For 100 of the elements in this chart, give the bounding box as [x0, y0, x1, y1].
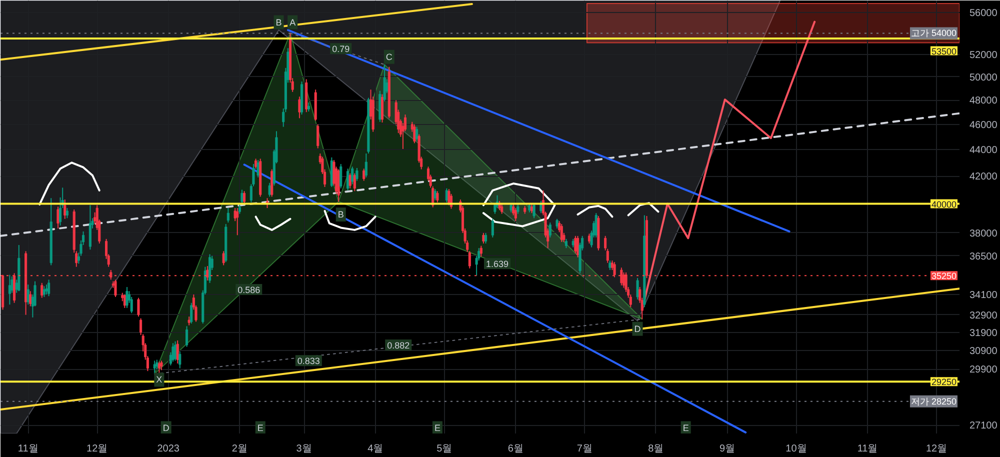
- candlestick: [110, 270, 112, 280]
- x-tick-label: 9월: [719, 444, 736, 454]
- candlestick: [66, 208, 68, 219]
- ref-line-label: 고가 54000: [910, 28, 957, 38]
- annotation: E: [257, 423, 264, 434]
- y-tick-label: 44000: [970, 145, 998, 156]
- annotation: 1.639: [486, 259, 509, 270]
- candlestick: [26, 284, 30, 306]
- candlestick: [160, 360, 163, 371]
- candlestick: [362, 168, 366, 182]
- candlestick: [185, 326, 188, 348]
- x-tick-label: 5월: [436, 444, 452, 454]
- candlestick: [480, 245, 482, 258]
- candlestick: [560, 224, 563, 242]
- y-tick-label: 56000: [970, 8, 998, 20]
- annotation: B: [338, 210, 344, 220]
- ref-line-label: 40000: [931, 199, 957, 210]
- candlestick: [415, 126, 418, 142]
- candlestick: [298, 96, 301, 119]
- candlestick: [242, 190, 246, 205]
- candlestick: [351, 166, 354, 185]
- candlestick: [42, 286, 46, 298]
- annotation: 0.882: [387, 340, 410, 350]
- annotation: B: [276, 17, 282, 28]
- ref-line-label: 53500: [931, 46, 957, 56]
- x-tick-label: 4월: [368, 444, 384, 454]
- annotation: C: [386, 52, 393, 62]
- candlestick: [40, 282, 44, 298]
- y-tick-label: 48000: [970, 96, 998, 107]
- annotation: 0.586: [238, 284, 260, 295]
- candlestick: [353, 172, 356, 192]
- candlestick: [158, 361, 160, 374]
- candlestick: [208, 254, 212, 284]
- candlestick: [114, 279, 117, 298]
- x-tick-label: 11월: [18, 444, 38, 454]
- candlestick: [153, 360, 156, 374]
- candlestick: [137, 297, 140, 318]
- annotation: D: [162, 423, 170, 434]
- candlestick: [608, 260, 612, 271]
- candlestick: [156, 359, 158, 370]
- y-tick-label: 30900: [970, 346, 998, 357]
- x-tick-label: 11월: [857, 444, 878, 454]
- candlestick: [484, 232, 488, 244]
- line-series: [324, 210, 376, 231]
- candlestick: [380, 94, 384, 123]
- candlestick: [268, 182, 271, 198]
- candlestick: [270, 168, 274, 198]
- line-series: [627, 202, 660, 216]
- y-tick-label: 27100: [970, 420, 998, 432]
- y-tick-label: 42000: [970, 172, 998, 183]
- candlestick: [206, 266, 209, 281]
- annotation: E: [682, 423, 689, 434]
- candlestick: [316, 124, 320, 149]
- candlestick: [620, 267, 623, 286]
- line-series: [254, 216, 292, 231]
- annotation: 0.79: [332, 44, 350, 54]
- candlestick: [178, 350, 182, 369]
- candlestick: [564, 238, 568, 249]
- candlestick: [340, 163, 342, 189]
- x-tick-label: 8월: [648, 444, 664, 454]
- annotation: 0.833: [297, 356, 320, 366]
- ref-line-label: 29250: [931, 377, 957, 388]
- y-tick-label: 32900: [970, 310, 998, 322]
- candlestick: [436, 190, 439, 203]
- line-series: [38, 162, 100, 206]
- candlestick: [574, 235, 577, 254]
- y-tick-label: 36500: [970, 251, 998, 262]
- annotation: E: [434, 423, 440, 434]
- candlestick: [356, 167, 358, 182]
- candlestick: [482, 232, 485, 244]
- y-tick-label: 38000: [970, 228, 998, 240]
- candlestick: [500, 204, 504, 214]
- x-tick-label: 2월: [232, 444, 248, 454]
- ref-line-label: 35250: [931, 271, 957, 282]
- candlestick: [172, 342, 174, 362]
- candlestick: [176, 340, 179, 364]
- candlestick: [364, 152, 368, 178]
- candlestick: [236, 208, 239, 236]
- x-tick-label: 12월: [926, 444, 948, 454]
- candlestick: [29, 290, 32, 307]
- candlestick: [238, 203, 241, 214]
- y-tick-label: 50000: [970, 72, 998, 84]
- candlestick: [636, 278, 639, 300]
- candlestick: [556, 218, 558, 229]
- candlestick: [64, 199, 66, 220]
- y-tick-label: 34100: [970, 290, 998, 301]
- y-tick-label: 52000: [970, 50, 998, 62]
- candlestick: [516, 204, 520, 214]
- y-tick-label: 46000: [970, 120, 998, 131]
- annotation: D: [634, 324, 642, 334]
- candlestick: [190, 302, 193, 324]
- candlestick: [88, 204, 92, 250]
- line-series: [576, 204, 614, 218]
- y-tick-label: 29900: [970, 364, 998, 376]
- x-tick-label: 10월: [786, 444, 807, 454]
- x-tick-label: 7월: [576, 444, 592, 454]
- x-tick-label: 3월: [296, 444, 312, 454]
- annotation: X: [156, 374, 162, 385]
- candlestick: [226, 208, 230, 224]
- candlestick: [348, 172, 352, 189]
